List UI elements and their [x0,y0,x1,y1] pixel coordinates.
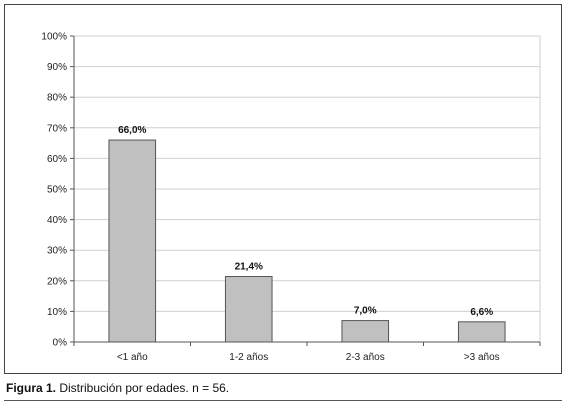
bar [457,321,506,343]
data-label: 7,0% [354,306,377,317]
y-tick-label: 40% [47,215,67,226]
bar [224,276,273,343]
bar [341,320,390,343]
y-tick-label: 80% [47,93,67,104]
y-tick-label: 50% [47,185,67,196]
data-label: 66,0% [118,125,146,136]
x-tick-label: 1-2 años [229,352,268,363]
x-tick-label: 2-3 años [346,352,385,363]
y-tick-label: 90% [47,62,67,73]
y-tick-label: 100% [41,32,67,43]
data-label: 6,6% [470,307,493,318]
caption-rule [4,400,562,401]
y-tick-label: 10% [47,307,67,318]
data-label: 21,4% [235,262,263,273]
caption-label: Figura 1. [6,381,57,395]
x-tick-label: <1 año [117,352,148,363]
y-tick-label: 30% [47,246,67,257]
y-tick-label: 70% [47,123,67,134]
x-tick-label: >3 años [464,352,500,363]
y-tick-label: 0% [53,338,68,349]
y-tick-label: 60% [47,154,67,165]
y-tick-label: 20% [47,276,67,287]
bar-chart: 0% 10% 20% 30% 40% 50% 60% 70% 80% 90% 100% 66,0% <1… [41,32,541,363]
figure-caption: Figura 1. Distribución por edades. n = 5… [6,381,229,395]
caption-text: Distribución por edades. n = 56. [56,381,230,395]
bar [108,139,157,343]
